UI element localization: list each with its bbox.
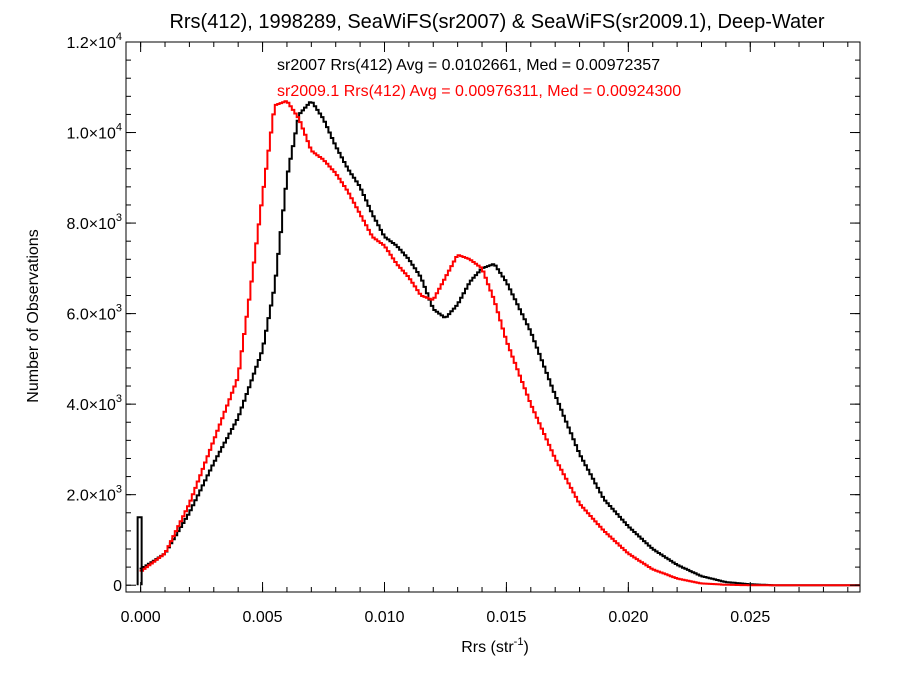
y-tick-label-5: 1.0×104	[66, 122, 122, 143]
y-axis: 0 2.0×103 4.0×103 6.0×103 8.0×103 1.0×104 1.2×…	[66, 31, 860, 595]
y-tick-label-3: 6.0×103	[66, 303, 122, 324]
x-tick-label-2: 0.010	[364, 609, 404, 626]
plot-frame	[125, 41, 861, 593]
y-tick-label-4: 8.0×103	[66, 212, 122, 233]
x-axis-label-close: )	[523, 639, 528, 656]
zero-spike-bar	[136, 516, 143, 586]
y-tick-label-6: 1.2×104	[66, 31, 122, 52]
y-tick-label-1: 2.0×103	[66, 484, 122, 505]
x-tick-label-3: 0.015	[486, 609, 526, 626]
histogram-series-sr2009	[139, 100, 860, 587]
x-tick-label-0: 0.000	[121, 609, 161, 626]
y-axis-label: Number of Observations	[25, 229, 42, 402]
x-tick-label-1: 0.005	[243, 609, 283, 626]
y-tick-label-0: 0	[113, 578, 122, 595]
series-annotation-sr2009: sr2009.1 Rrs(412) Avg = 0.00976311, Med …	[277, 83, 681, 100]
y-tick-label-2: 4.0×103	[66, 393, 122, 414]
series-annotation-sr2007: sr2007 Rrs(412) Avg = 0.0102661, Med = 0…	[277, 57, 660, 74]
histogram-series-sr2007	[139, 101, 860, 587]
x-axis: 0.000 0.005 0.010 0.015 0.020 0.025	[121, 42, 849, 626]
x-axis-label-base: Rrs (str	[461, 639, 514, 656]
chart-title: Rrs(412), 1998289, SeaWiFS(sr2007) & Sea…	[169, 11, 824, 33]
x-tick-label-4: 0.020	[608, 609, 648, 626]
x-axis-label: Rrs (str-1)	[461, 636, 529, 656]
x-axis-label-sup: -1	[514, 636, 524, 648]
plot-area	[125, 41, 861, 593]
x-tick-label-5: 0.025	[730, 609, 770, 626]
